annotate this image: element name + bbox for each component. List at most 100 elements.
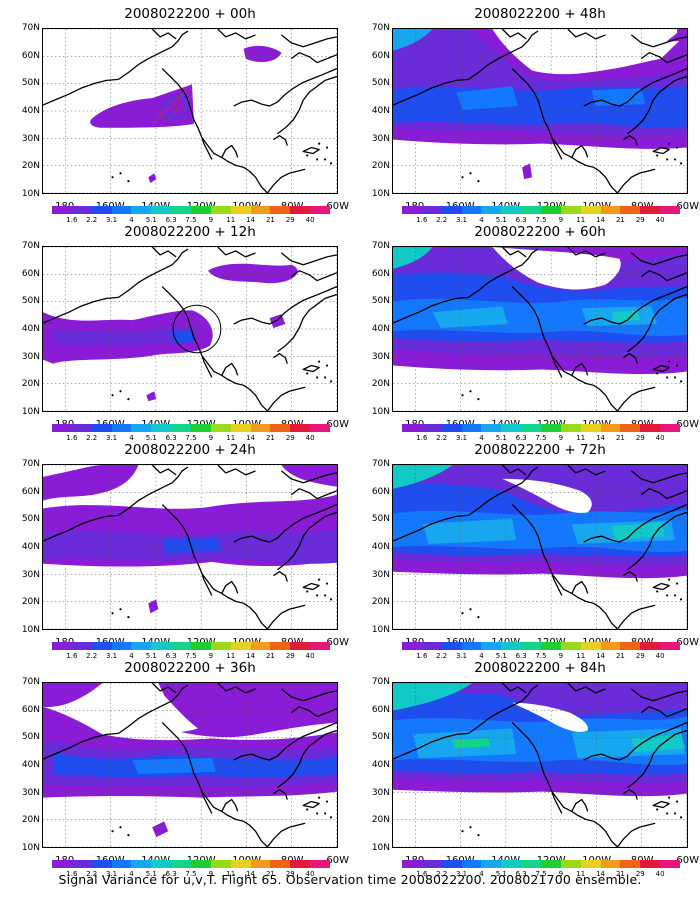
colorbar-swatch xyxy=(600,642,621,650)
island-dot xyxy=(306,590,309,593)
colorbar-swatch xyxy=(71,206,92,214)
island-dot xyxy=(323,812,327,815)
latitude-label: 40N xyxy=(21,106,40,116)
colorbar-value-label: 2.2 xyxy=(86,434,98,442)
colorbar-value-label: 7.5 xyxy=(535,216,547,224)
colorbar-swatch xyxy=(501,642,522,650)
coastline xyxy=(627,511,687,571)
colorbar-swatch xyxy=(270,206,291,214)
colorbar-swatch xyxy=(441,860,462,868)
latitude-label: 60N xyxy=(371,704,390,715)
panel-title: 2008022200 + 72h xyxy=(474,442,606,458)
coastline xyxy=(567,683,606,694)
colorbar-value-label: 14 xyxy=(246,870,256,878)
colorbar-swatch xyxy=(402,860,422,868)
colorbar-value-label: 21 xyxy=(265,216,275,224)
colorbar-value-label: 7.5 xyxy=(535,434,547,442)
colorbar-swatch xyxy=(230,860,251,868)
coastline xyxy=(277,729,337,789)
colorbar-swatch xyxy=(660,860,681,868)
island-dot xyxy=(673,594,677,597)
latitude-label: 20N xyxy=(21,379,40,390)
latitude-label: 40N xyxy=(371,760,390,770)
coastline xyxy=(277,511,337,571)
coastline xyxy=(630,34,687,48)
flight-track xyxy=(153,87,189,119)
coastline xyxy=(273,789,288,800)
low-variance-region xyxy=(512,702,588,732)
colorbar-swatch xyxy=(171,860,192,868)
colorbar-value-label: 29 xyxy=(635,216,645,224)
latitude-label: 20N xyxy=(371,597,390,608)
variance-contour-fill xyxy=(164,100,187,116)
colorbar-value-label: 21 xyxy=(265,870,275,878)
colorbar-swatch xyxy=(250,206,271,214)
colorbar-swatch xyxy=(620,424,641,432)
island-dot xyxy=(679,162,683,165)
variance-contour-fill xyxy=(207,263,298,284)
coastline xyxy=(583,503,687,543)
variance-contour-fill xyxy=(152,821,169,838)
map-panel: 2008022200 + 36h70N60N50N40N30N20N10N180… xyxy=(12,660,362,878)
longitude-label: 60W xyxy=(326,637,349,648)
latitude-label: 40N xyxy=(21,324,40,334)
island-dot xyxy=(477,616,480,619)
coastline xyxy=(43,732,119,760)
coastline xyxy=(118,30,189,80)
coastline xyxy=(217,247,256,258)
coastline xyxy=(640,52,687,64)
colorbar-value-label: 29 xyxy=(285,216,295,224)
colorbar-value-label: 2.2 xyxy=(436,434,448,442)
coastline xyxy=(571,798,589,812)
coastline xyxy=(571,144,589,158)
latitude-label: 60N xyxy=(371,486,390,497)
colorbar-swatch xyxy=(52,424,72,432)
island-dot xyxy=(111,176,114,179)
latitude-label: 10N xyxy=(371,843,390,853)
colorbar-swatch xyxy=(560,860,581,868)
latitude-label: 10N xyxy=(371,407,390,417)
island-dot xyxy=(469,608,472,611)
island-dot xyxy=(323,594,327,597)
coastline xyxy=(290,706,337,718)
coastline xyxy=(302,800,320,809)
colorbar-swatch xyxy=(541,206,561,214)
variance-contour-fill xyxy=(393,465,453,489)
variance-field xyxy=(43,247,337,411)
colorbar xyxy=(402,642,681,650)
latitude-label: 20N xyxy=(371,379,390,390)
variance-contour-fill xyxy=(432,306,509,329)
coastline xyxy=(468,466,539,516)
panel-title: 2008022200 + 48h xyxy=(474,6,606,22)
island-dot xyxy=(119,390,122,393)
colorbar-swatch xyxy=(521,424,542,432)
coastline xyxy=(623,353,638,364)
variance-field xyxy=(393,465,687,629)
colorbar-value-label: 2.2 xyxy=(86,870,98,878)
colorbar-swatch xyxy=(620,206,641,214)
island-dot xyxy=(469,826,472,829)
latitude-label: 30N xyxy=(371,133,390,144)
island-dot xyxy=(673,376,677,379)
colorbar-swatch xyxy=(541,424,561,432)
variance-contour-fill xyxy=(148,599,159,614)
island-dot xyxy=(656,590,659,593)
colorbar-value-label: 4 xyxy=(129,652,134,660)
figure-caption: Signal Variance for u,v,T. Flight 65. Ob… xyxy=(58,872,642,887)
latitude-label: 60N xyxy=(371,268,390,279)
coastline xyxy=(151,465,177,476)
latitude-label: 50N xyxy=(371,296,390,307)
coastline xyxy=(511,286,618,411)
colorbar-swatch xyxy=(421,206,442,214)
island-dot xyxy=(329,162,333,165)
colorbar-swatch xyxy=(71,642,92,650)
coastline xyxy=(221,580,239,594)
island-dot xyxy=(668,142,671,145)
island-dot xyxy=(127,398,130,401)
colorbar-value-label: 6.3 xyxy=(165,652,177,660)
latitude-label: 30N xyxy=(21,351,40,362)
coastline xyxy=(501,29,527,40)
island-dot xyxy=(329,816,333,819)
colorbar-values: 1.6 2.2 3.1 4 5.1 6.3 7.5 9 11 14 21 29 40 xyxy=(52,652,330,660)
panel-title: 2008022200 + 00h xyxy=(124,6,256,22)
